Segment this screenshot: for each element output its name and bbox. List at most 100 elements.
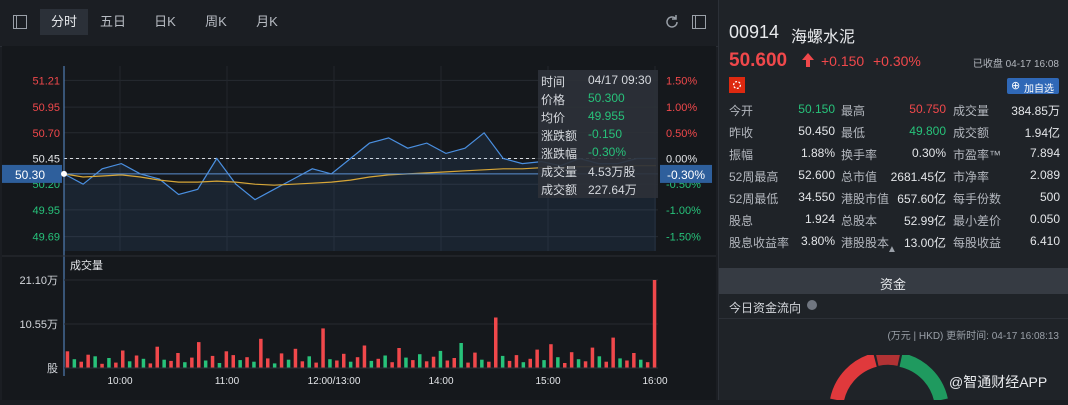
volume-bar [114,362,118,368]
volume-bar [556,357,560,368]
volume-bar [411,360,415,368]
fund-flow-donut [830,355,948,400]
stock-code: 00914 [729,22,780,42]
volume-bar [183,362,187,368]
volume-bar [383,355,387,368]
stat-value: 500 [1039,190,1060,204]
stat-value: 13.00亿 [903,236,946,250]
funds-header-bar[interactable]: 资金 [719,268,1068,294]
volume-bar [300,361,305,368]
volume-bar [203,360,208,368]
stat-label: 每手份数 [953,192,1002,206]
y-tick-label-left: 51.21 [32,75,60,87]
crosshair-price-badge [2,164,62,183]
volume-bar [494,317,498,368]
y-tick-label-right: 0.50% [666,128,697,140]
volume-bar [272,363,277,368]
volume-bar [238,360,242,368]
volume-bar [542,360,546,368]
stat-value: 52.600 [798,168,835,182]
volume-bar [224,351,229,368]
hong-kong-flag-icon [729,77,745,93]
volume-bar [93,356,97,368]
volume-bar [569,352,574,368]
y-tick-label-right: 0.00% [666,154,697,166]
y-tick-label-left: 49.95 [32,205,60,217]
volume-bar [652,280,657,368]
tooltip-label: 成交额 [541,183,578,197]
volume-bar [169,360,173,368]
volume-bar [335,360,339,368]
volume-bar [487,361,491,368]
tooltip-label: 价格 [541,93,566,107]
stat-label: 市盈率™ [953,148,1002,162]
x-tick-label: 11:00 [215,376,240,387]
tab-daily-k[interactable]: 日K [154,14,176,29]
stat-label: 52周最低 [729,192,779,206]
stat-label: 市净率 [953,170,990,184]
volume-bar [293,348,298,368]
volume-bar [342,353,346,368]
stat-value: 1.88% [800,146,835,160]
volume-unit-label: 股 [47,362,58,375]
refresh-icon[interactable] [664,14,680,30]
volume-bar [514,355,519,368]
stat-value: 2681.45亿 [890,170,946,184]
tab-weekly-k[interactable]: 周K [205,14,227,29]
volume-bar [65,351,70,368]
x-tick-label: 12:00/13:00 [308,376,361,387]
sidebar-toggle-icon[interactable] [13,15,27,29]
stat-label: 今开 [729,104,754,118]
volume-bar [618,358,622,368]
volume-bar [549,344,553,368]
tooltip-label: 涨跌额 [541,129,578,143]
tab-five-day[interactable]: 五日 [99,14,126,29]
volume-bar [521,362,526,368]
volume-bar [452,358,456,368]
stock-name: 海螺水泥 [791,29,856,46]
volume-bar [197,342,201,368]
volume-bar [86,354,90,368]
info-icon[interactable] [807,300,817,310]
volume-bar [79,361,83,368]
volume-bar [321,328,325,368]
add-watchlist-label: 加自选 [1024,84,1054,95]
tooltip-label: 均价 [541,111,566,125]
volume-bar [625,360,629,368]
tooltip-value: 04/17 09:30 [588,73,652,87]
volume-bar [597,356,602,368]
divider [719,318,1068,319]
volume-bar [314,362,318,368]
volume-bar [466,362,470,368]
tab-intraday[interactable]: 分时 [40,9,88,35]
y-tick-label-right: 1.50% [666,75,697,87]
volume-bar [438,350,443,368]
volume-tick-label: 21.10万 [19,275,58,287]
tooltip-value: 4.53万股 [588,165,636,179]
volume-bar [604,361,608,368]
panel-toggle-icon[interactable] [692,15,706,29]
volume-bar [286,359,291,368]
add-watchlist-button[interactable]: ⊕ 加自选 [1007,78,1059,95]
volume-bar [590,347,595,368]
volume-bar [418,354,422,368]
stat-label: 最低 [841,126,866,140]
volume-bar [500,355,505,368]
stat-value: 384.85万 [1011,104,1060,118]
volume-bar [134,355,139,368]
volume-bar [632,353,636,368]
stat-value: 52.99亿 [903,214,946,228]
volume-bar [473,352,477,368]
collapse-caret-icon[interactable]: ▲ [887,244,897,255]
x-tick-label: 14:00 [428,376,453,387]
volume-bar [148,363,153,368]
stat-value: 0.30% [911,146,946,160]
volume-bar [100,363,104,368]
stat-value: 6.410 [1029,234,1060,248]
volume-bar [507,360,512,368]
stat-label: 52周最高 [729,170,779,184]
stat-label: 成交额 [953,126,990,140]
crosshair-pct-label: -0.30% [667,168,705,182]
tab-monthly-k[interactable]: 月K [256,14,278,29]
funds-header: 资金 [880,277,907,292]
